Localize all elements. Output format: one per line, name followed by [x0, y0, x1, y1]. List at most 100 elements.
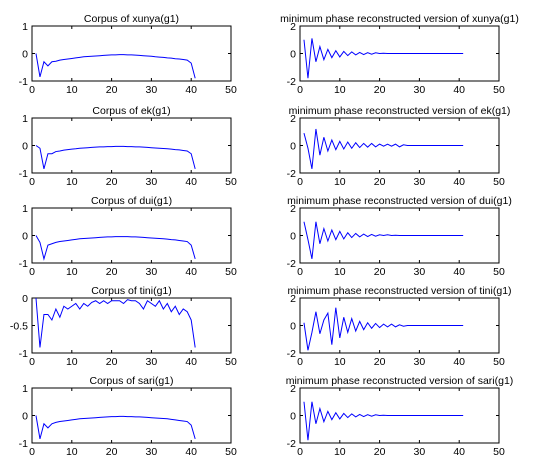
chart-1-ytick-label: -1: [19, 76, 28, 88]
chart-9-ytick-label: 1: [22, 383, 28, 395]
chart-5-xtick-label: 30: [146, 266, 158, 278]
chart-9-xtick-label: 0: [29, 446, 35, 458]
chart-2-xtick-label: 50: [493, 84, 505, 96]
chart-5-xtick-label: 20: [106, 266, 118, 278]
chart-8-xtick-label: 20: [374, 356, 386, 368]
chart-8-series-line: [303, 307, 464, 351]
chart-2-series-line: [303, 38, 464, 79]
chart-6-ytick-label: 0: [290, 231, 296, 243]
chart-1-xtick-label: 20: [106, 84, 118, 96]
chart-2-xtick-label: 10: [334, 84, 346, 96]
chart-10-xtick-label: 50: [493, 446, 505, 458]
chart-5-ytick-label: -1: [19, 258, 28, 270]
chart-6-title: minimum phase reconstructed version of d…: [287, 195, 512, 207]
chart-4: minimum phase reconstructed version of e…: [287, 105, 511, 188]
chart-4-xtick-label: 20: [374, 176, 386, 188]
chart-5-xtick-label: 10: [66, 266, 78, 278]
chart-7-ytick-label: -0.5: [10, 321, 28, 333]
chart-8-xtick-label: 50: [493, 356, 505, 368]
chart-9-xtick-label: 20: [106, 446, 118, 458]
chart-7-axes-frame: [31, 297, 232, 354]
chart-7-ytick-label: -1: [19, 348, 28, 360]
chart-9-ytick-label: -1: [19, 438, 28, 450]
chart-3-ytick-label: -1: [19, 168, 28, 180]
chart-4-xtick-label: 10: [334, 176, 346, 188]
chart-10-xtick-label: 30: [414, 446, 426, 458]
chart-6-xtick-label: 30: [414, 266, 426, 278]
chart-6-ytick-label: -2: [287, 258, 296, 270]
chart-4-title: minimum phase reconstructed version of e…: [289, 105, 511, 117]
chart-9-xtick-label: 30: [146, 446, 158, 458]
chart-1-xtick-label: 10: [66, 84, 78, 96]
chart-7-ytick-label: 0: [22, 293, 28, 305]
chart-3-xtick-label: 0: [29, 176, 35, 188]
chart-1-series-line: [35, 53, 196, 79]
chart-5-series-line: [35, 235, 196, 261]
chart-7-xtick-label: 0: [29, 356, 35, 368]
chart-1-ytick-label: 0: [22, 49, 28, 61]
chart-9-series-line: [35, 415, 196, 440]
chart-9-ytick-label: 0: [22, 411, 28, 423]
chart-1-title: Corpus of xunya(g1): [84, 13, 179, 25]
chart-3-title: Corpus of ek(g1): [92, 105, 170, 117]
chart-1-xtick-label: 0: [29, 84, 35, 96]
chart-2-xtick-label: 30: [414, 84, 426, 96]
chart-9-axes-frame: [31, 387, 232, 444]
chart-6-xtick-label: 20: [374, 266, 386, 278]
chart-9-title: Corpus of sari(g1): [89, 375, 173, 387]
chart-3-xtick-label: 20: [106, 176, 118, 188]
chart-3-ytick-label: 0: [22, 141, 28, 153]
chart-5-axes-frame: [31, 207, 232, 264]
chart-4-xtick-label: 50: [493, 176, 505, 188]
chart-4-axes-frame: [299, 117, 500, 174]
chart-1-xtick-label: 30: [146, 84, 158, 96]
chart-4-ytick-label: 2: [290, 113, 296, 125]
chart-4-xtick-label: 30: [414, 176, 426, 188]
chart-9-xtick-label: 40: [185, 446, 197, 458]
chart-2-ytick-label: -2: [287, 76, 296, 88]
chart-8-ytick-label: -2: [287, 348, 296, 360]
chart-7-xtick-label: 50: [225, 356, 237, 368]
chart-5-xtick-label: 0: [29, 266, 35, 278]
chart-8-title: minimum phase reconstructed version of t…: [287, 285, 511, 297]
chart-5-xtick-label: 40: [185, 266, 197, 278]
chart-7-xtick-label: 30: [146, 356, 158, 368]
chart-7: Corpus of tini(g1) 0 10 20 30 40 50 -1 -0.5 0: [10, 285, 237, 368]
chart-4-ytick-label: -2: [287, 168, 296, 180]
chart-6: minimum phase reconstructed version of d…: [287, 195, 512, 278]
chart-3-xtick-label: 50: [225, 176, 237, 188]
chart-3-axes-frame: [31, 117, 232, 174]
chart-8: minimum phase reconstructed version of t…: [287, 285, 512, 368]
chart-10-ytick-label: 0: [290, 411, 296, 423]
chart-5-ytick-label: 0: [22, 231, 28, 243]
chart-8-xtick-label: 0: [297, 356, 303, 368]
chart-8-xtick-label: 30: [414, 356, 426, 368]
chart-2-xtick-label: 0: [297, 84, 303, 96]
chart-3-xtick-label: 30: [146, 176, 158, 188]
chart-6-ytick-label: 2: [290, 203, 296, 215]
chart-2-title: minimum phase reconstructed version of x…: [280, 13, 519, 25]
chart-8-xtick-label: 10: [334, 356, 346, 368]
chart-4-series-line: [303, 128, 464, 169]
chart-10: minimum phase reconstructed version of s…: [286, 375, 514, 458]
chart-10-xtick-label: 20: [374, 446, 386, 458]
chart-6-xtick-label: 50: [493, 266, 505, 278]
chart-5-title: Corpus of dui(g1): [91, 195, 172, 207]
chart-6-xtick-label: 40: [453, 266, 465, 278]
chart-7-title: Corpus of tini(g1): [91, 285, 172, 297]
chart-3-ytick-label: 1: [22, 113, 28, 125]
chart-1-xtick-label: 40: [185, 84, 197, 96]
chart-7-xtick-label: 10: [66, 356, 78, 368]
chart-6-xtick-label: 0: [297, 266, 303, 278]
chart-10-ytick-label: 2: [290, 383, 296, 395]
chart-8-ytick-label: 0: [290, 321, 296, 333]
chart-10-xtick-label: 40: [453, 446, 465, 458]
chart-5: Corpus of dui(g1)0 10 20 30 40 50-101: [19, 195, 237, 278]
chart-6-xtick-label: 10: [334, 266, 346, 278]
chart-1-ytick-label: 1: [22, 21, 28, 33]
chart-5-xtick-label: 50: [225, 266, 237, 278]
chart-3-xtick-label: 10: [66, 176, 78, 188]
chart-5-ytick-label: 1: [22, 203, 28, 215]
chart-10-series-line: [303, 401, 464, 441]
